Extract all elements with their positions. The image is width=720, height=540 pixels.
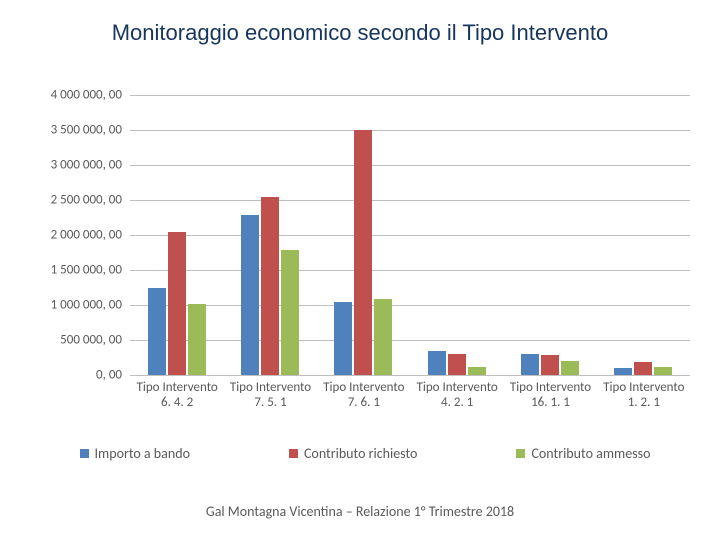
footer-text: Gal Montagna Vicentina – Relazione 1° Tr… [0, 503, 720, 520]
legend-item: Importo a bando [80, 445, 190, 462]
y-axis-label: 3 500 000, 00 [30, 123, 122, 138]
x-axis-label: Tipo Intervento 7. 6. 1 [317, 380, 410, 410]
gridline [130, 375, 690, 376]
plot-area [130, 95, 690, 375]
bar-group [130, 232, 223, 376]
legend-item: Contributo ammesso [516, 445, 650, 462]
y-axis-label: 2 500 000, 00 [30, 193, 122, 208]
y-axis-label: 4 000 000, 00 [30, 88, 122, 103]
chart-area: 0, 00 500 000, 00 1 000 000, 00 1 500 000, … [30, 95, 700, 395]
bar [614, 368, 632, 375]
bar-group [317, 130, 410, 375]
legend-item: Contributo richiesto [289, 445, 417, 462]
y-axis-label: 3 000 000, 00 [30, 158, 122, 173]
bar [334, 302, 352, 376]
bar [374, 299, 392, 375]
legend-swatch [516, 449, 525, 458]
legend-label: Contributo ammesso [531, 445, 650, 462]
gridline [130, 130, 690, 131]
gridline [130, 95, 690, 96]
bar [261, 197, 279, 376]
bar [428, 351, 446, 376]
bar-group [410, 351, 503, 376]
legend-swatch [80, 449, 89, 458]
x-axis-label: Tipo Intervento 4. 2. 1 [411, 380, 504, 410]
bar [654, 367, 672, 375]
legend-label: Importo a bando [95, 445, 190, 462]
bar [241, 215, 259, 375]
y-axis-label: 2 000 000, 00 [30, 228, 122, 243]
bar [168, 232, 186, 376]
y-axis-label: 0, 00 [30, 368, 122, 383]
x-axis-label: Tipo Intervento 7. 5. 1 [224, 380, 317, 410]
chart-title: Monitoraggio economico secondo il Tipo I… [0, 0, 720, 56]
y-axis-label: 1 000 000, 00 [30, 298, 122, 313]
gridline [130, 165, 690, 166]
bar-group [597, 362, 690, 375]
bar [188, 304, 206, 375]
bar [521, 354, 539, 375]
bar [448, 354, 466, 375]
bar [468, 367, 486, 375]
x-axis-label: Tipo Intervento 6. 4. 2 [131, 380, 224, 410]
legend: Importo a bando Contributo richiesto Contr… [30, 445, 700, 462]
legend-swatch [289, 449, 298, 458]
x-axis-label: Tipo Intervento 16. 1. 1 [504, 380, 597, 410]
bar [281, 250, 299, 375]
y-axis-label: 1 500 000, 00 [30, 263, 122, 278]
bar-group [223, 197, 316, 376]
bar [634, 362, 652, 375]
bar [148, 288, 166, 376]
y-axis-label: 500 000, 00 [30, 333, 122, 348]
bar [354, 130, 372, 375]
legend-label: Contributo richiesto [304, 445, 417, 462]
bar-group [503, 354, 596, 375]
bar [561, 361, 579, 375]
bar [541, 355, 559, 375]
gridline [130, 200, 690, 201]
x-axis-label: Tipo Intervento 1. 2. 1 [597, 380, 690, 410]
